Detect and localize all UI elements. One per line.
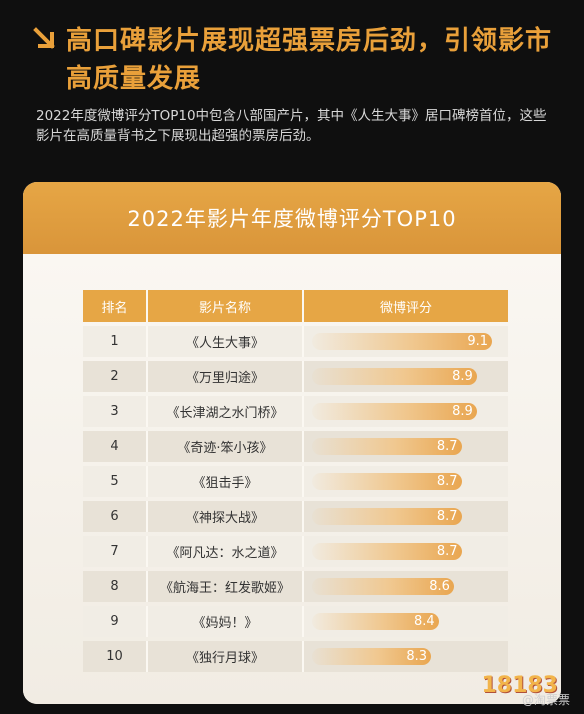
ranking-card: 2022年影片年度微博评分TOP10 排名 影片名称 微博评分 1 《人生大事》 9… — [23, 182, 561, 704]
score-cell: 8.7 — [302, 466, 508, 497]
score-bar: 8.4 — [312, 613, 439, 630]
table-header-row: 排名 影片名称 微博评分 — [83, 290, 508, 322]
score-bar: 8.6 — [312, 578, 454, 595]
score-value: 8.9 — [452, 404, 473, 419]
rank-cell: 8 — [83, 571, 146, 602]
film-name-cell: 《万里归途》 — [146, 361, 302, 392]
score-value: 8.6 — [429, 579, 450, 594]
rank-cell: 4 — [83, 431, 146, 462]
score-value: 8.9 — [452, 369, 473, 384]
score-bar: 8.7 — [312, 473, 462, 490]
arrow-down-right-icon — [33, 27, 55, 49]
film-name-cell: 《航海王：红发歌姬》 — [146, 571, 302, 602]
score-bar: 8.3 — [312, 648, 432, 665]
table-row: 6 《神探大战》 8.7 — [83, 501, 508, 532]
table-row: 1 《人生大事》 9.1 — [83, 326, 508, 357]
table-row: 2 《万里归途》 8.9 — [83, 361, 508, 392]
table-row: 4 《奇迹·笨小孩》 8.7 — [83, 431, 508, 462]
table-row: 7 《阿凡达：水之道》 8.7 — [83, 536, 508, 567]
score-value: 8.7 — [436, 544, 458, 559]
film-name-cell: 《阿凡达：水之道》 — [146, 536, 302, 567]
column-header-score: 微博评分 — [302, 290, 508, 322]
score-cell: 8.6 — [302, 571, 508, 602]
intro-text: 2022年度微博评分TOP10中包含八部国产片，其中《人生大事》居口碑榜首位，这… — [36, 108, 547, 144]
score-value: 8.4 — [413, 614, 435, 629]
score-bar: 8.7 — [312, 543, 462, 560]
page-title: 高口碑影片展现超强票房后劲，引领影市高质量发展 — [66, 26, 553, 94]
rank-cell: 10 — [83, 641, 146, 672]
film-name-cell: 《长津湖之水门桥》 — [146, 396, 302, 427]
score-bar: 8.9 — [312, 368, 477, 385]
film-name-cell: 《奇迹·笨小孩》 — [146, 431, 302, 462]
film-name-cell: 《妈妈！》 — [146, 606, 302, 637]
score-bar: 8.9 — [312, 403, 477, 420]
score-value: 8.7 — [436, 474, 458, 489]
score-cell: 8.7 — [302, 536, 508, 567]
score-bar: 9.1 — [312, 333, 492, 350]
card-title: 2022年影片年度微博评分TOP10 — [127, 207, 457, 231]
score-cell: 8.9 — [302, 396, 508, 427]
film-name-cell: 《神探大战》 — [146, 501, 302, 532]
rank-cell: 3 — [83, 396, 146, 427]
score-value: 8.7 — [436, 439, 458, 454]
film-name-cell: 《狙击手》 — [146, 466, 302, 497]
film-name-cell: 《人生大事》 — [146, 326, 302, 357]
rank-cell: 6 — [83, 501, 146, 532]
score-value: 9.1 — [467, 334, 488, 349]
score-cell: 8.3 — [302, 641, 508, 672]
score-value: 8.7 — [436, 509, 458, 524]
watermark-text: @淘票票 — [521, 693, 570, 707]
column-header-name: 影片名称 — [146, 290, 302, 322]
ranking-table: 排名 影片名称 微博评分 1 《人生大事》 9.1 2 《万里归途》 8.9 3 《长津湖之水… — [83, 286, 508, 676]
card-body: 排名 影片名称 微博评分 1 《人生大事》 9.1 2 《万里归途》 8.9 3 《长津湖之水… — [23, 254, 561, 704]
score-cell: 8.7 — [302, 431, 508, 462]
site-logo: 18183 — [481, 673, 558, 698]
score-bar: 8.7 — [312, 508, 462, 525]
score-bar: 8.7 — [312, 438, 462, 455]
rank-cell: 2 — [83, 361, 146, 392]
film-name-cell: 《独行月球》 — [146, 641, 302, 672]
card-header: 2022年影片年度微博评分TOP10 — [23, 182, 561, 254]
table-row: 10 《独行月球》 8.3 — [83, 641, 508, 672]
column-header-rank: 排名 — [83, 290, 146, 322]
table-row: 8 《航海王：红发歌姬》 8.6 — [83, 571, 508, 602]
rank-cell: 7 — [83, 536, 146, 567]
score-value: 8.3 — [406, 649, 428, 664]
score-cell: 8.4 — [302, 606, 508, 637]
rank-cell: 5 — [83, 466, 146, 497]
score-cell: 8.9 — [302, 361, 508, 392]
score-cell: 8.7 — [302, 501, 508, 532]
score-cell: 9.1 — [302, 326, 508, 357]
table-row: 3 《长津湖之水门桥》 8.9 — [83, 396, 508, 427]
rank-cell: 9 — [83, 606, 146, 637]
table-row: 5 《狙击手》 8.7 — [83, 466, 508, 497]
table-row: 9 《妈妈！》 8.4 — [83, 606, 508, 637]
rank-cell: 1 — [83, 326, 146, 357]
